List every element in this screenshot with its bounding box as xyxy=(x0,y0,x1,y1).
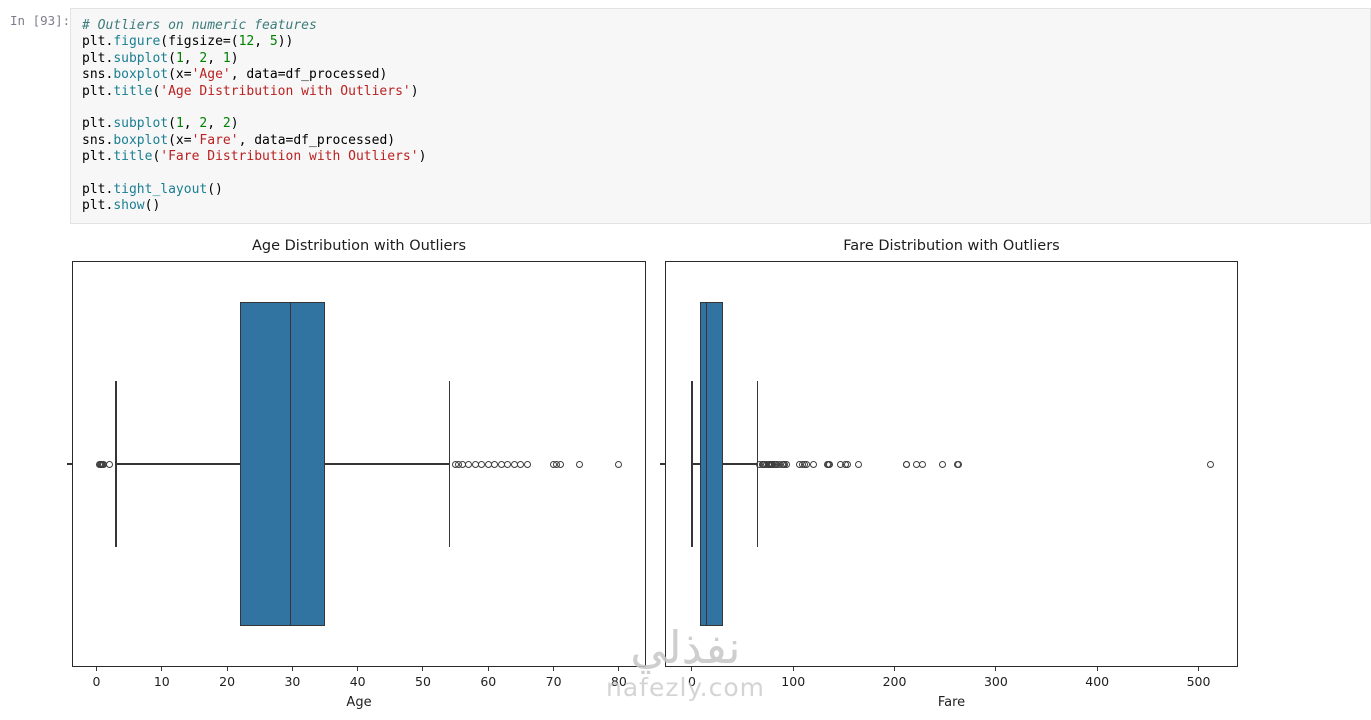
outlier-point xyxy=(843,460,851,468)
x-tick-mark xyxy=(691,667,693,671)
outlier-point xyxy=(902,460,910,468)
outlier-point xyxy=(491,460,499,468)
fare-boxplot-axes: 0 100 200 300 400 500 xyxy=(660,261,1238,689)
whisker-cap-high xyxy=(448,381,450,547)
x-tick-mark xyxy=(1198,667,1199,671)
outlier-point xyxy=(458,460,466,468)
x-tick-mark xyxy=(96,667,97,671)
x-tick-mark xyxy=(161,667,163,671)
whisker-cap-low xyxy=(115,381,117,547)
whisker-line-low xyxy=(691,463,700,465)
x-tick-mark xyxy=(422,667,424,671)
outlier-point xyxy=(1207,460,1215,468)
x-tick-mark xyxy=(894,667,896,671)
code-line: plt.subplot(1, 2, 1) xyxy=(82,50,239,66)
fare-xlabel: Fare xyxy=(937,695,966,710)
code-line: plt.title('Fare Distribution with Outlie… xyxy=(82,149,427,165)
chart-title-fare: Fare Distribution with Outliers xyxy=(843,238,1060,254)
outlier-point xyxy=(556,460,564,468)
outlier-point xyxy=(918,460,926,468)
x-tick-label: 400 xyxy=(1085,674,1110,689)
outlier-point xyxy=(825,460,833,468)
outlier-point xyxy=(106,460,114,468)
outlier-point xyxy=(783,460,791,468)
x-tick-label: 80 xyxy=(610,674,627,689)
cell-prompt: In [93]: xyxy=(10,13,71,28)
outlier-point xyxy=(471,460,479,468)
x-tick-label: 10 xyxy=(153,674,170,689)
median-line xyxy=(289,303,292,625)
whisker-line-high xyxy=(325,463,450,465)
iqr-box xyxy=(240,302,326,626)
outlier-point xyxy=(576,460,584,468)
outlier-point xyxy=(523,460,531,468)
outlier-point xyxy=(478,460,486,468)
x-tick-label: 40 xyxy=(349,674,366,689)
x-tick-mark xyxy=(357,667,359,671)
x-tick-label: 0 xyxy=(687,674,696,689)
outlier-point xyxy=(810,460,817,468)
x-tick-label: 60 xyxy=(480,674,497,689)
x-tick-mark xyxy=(995,667,997,671)
code-line: plt.title('Age Distribution with Outlier… xyxy=(82,83,419,99)
outlier-point xyxy=(803,460,811,468)
code-line xyxy=(82,100,1360,116)
x-tick-mark xyxy=(792,667,794,671)
x-tick-label: 30 xyxy=(284,674,301,689)
x-tick-label: 100 xyxy=(781,674,806,689)
x-tick-label: 300 xyxy=(983,674,1008,689)
code-cell[interactable]: # Outliers on numeric features plt.figure… xyxy=(70,8,1371,224)
outlier-point xyxy=(615,460,623,468)
x-tick-label: 20 xyxy=(219,674,236,689)
y-tick-mark xyxy=(67,463,72,465)
outlier-point xyxy=(497,460,505,468)
age-xlabel: Age xyxy=(346,695,372,710)
code-line: plt.show() xyxy=(82,198,161,214)
code-line: # Outliers on numeric features xyxy=(82,18,317,33)
x-tick-mark xyxy=(291,667,293,671)
iqr-box xyxy=(699,302,724,626)
code-lines: # Outliers on numeric features plt.figure… xyxy=(82,18,1360,215)
whisker-line-low xyxy=(116,463,241,465)
x-tick-mark xyxy=(1096,667,1098,671)
whisker-cap-low xyxy=(691,381,693,547)
code-line: plt.subplot(1, 2, 2) xyxy=(82,116,239,132)
x-tick-mark xyxy=(618,667,620,671)
median-line xyxy=(705,303,708,625)
x-tick-label: 200 xyxy=(882,674,907,689)
x-tick-label: 70 xyxy=(545,674,562,689)
outlier-point xyxy=(510,460,518,468)
outlier-point xyxy=(504,460,512,468)
code-line: plt.tight_layout() xyxy=(82,182,223,198)
x-tick-label: 50 xyxy=(415,674,431,689)
code-line: sns.boxplot(x='Fare', data=df_processed) xyxy=(82,132,396,148)
code-line xyxy=(82,166,1360,182)
x-tick-mark xyxy=(487,667,489,671)
chart-title-age: Age Distribution with Outliers xyxy=(251,238,466,254)
outlier-point xyxy=(855,460,863,468)
outlier-point xyxy=(517,460,525,468)
outlier-point xyxy=(939,460,947,468)
age-boxplot-axes: 0 10 20 30 40 50 60 70 80 xyxy=(67,261,646,689)
outlier-point xyxy=(465,460,473,468)
code-line: sns.boxplot(x='Age', data=df_processed) xyxy=(82,67,388,83)
x-tick-mark xyxy=(553,667,555,671)
x-tick-label: 500 xyxy=(1186,674,1211,689)
outlier-point xyxy=(484,460,492,468)
whisker-line-high xyxy=(723,463,758,465)
x-tick-label: 0 xyxy=(92,674,101,689)
outlier-point xyxy=(99,460,107,468)
code-line: plt.figure(figsize=(12, 5)) xyxy=(82,34,294,50)
y-tick-mark xyxy=(660,463,665,465)
outlier-point xyxy=(954,460,962,468)
x-tick-mark xyxy=(226,667,228,671)
